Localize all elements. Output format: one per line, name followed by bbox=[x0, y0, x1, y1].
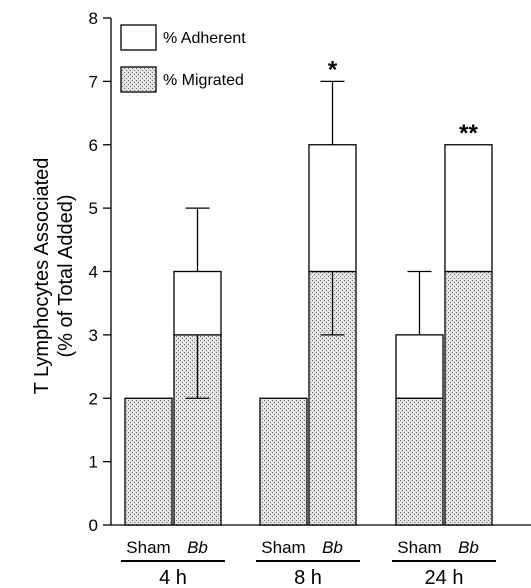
y-tick-label: 4 bbox=[89, 263, 98, 282]
y-axis-title: T Lymphocytes Associated (% of Total Add… bbox=[31, 158, 77, 395]
y-tick-label: 8 bbox=[89, 9, 98, 28]
significance-annotations: *** bbox=[328, 56, 479, 146]
bar-adherent bbox=[173, 270, 222, 336]
bar-category-label: Bb bbox=[187, 538, 208, 557]
legend-swatch bbox=[120, 66, 157, 93]
y-tick-label: 1 bbox=[89, 453, 98, 472]
bar-migrated bbox=[124, 397, 173, 526]
group-label: 24 h bbox=[425, 567, 464, 588]
group-label: 8 h bbox=[294, 567, 322, 588]
legend: % Adherent % Migrated bbox=[120, 24, 246, 93]
y-tick-label: 3 bbox=[89, 326, 98, 345]
bar-category-label: Sham bbox=[126, 538, 170, 557]
error-bars bbox=[185, 80, 432, 399]
y-tick-label: 2 bbox=[89, 389, 98, 408]
y-tick-label: 0 bbox=[89, 516, 98, 535]
bar-category-label: Bb bbox=[458, 538, 479, 557]
bars bbox=[124, 144, 493, 526]
bar-category-label: Sham bbox=[261, 538, 305, 557]
bar-migrated bbox=[444, 270, 493, 526]
bar-migrated bbox=[395, 397, 444, 526]
y-axis-title-line-1: T Lymphocytes Associated bbox=[31, 158, 53, 395]
legend-swatch bbox=[120, 24, 157, 51]
bar-migrated bbox=[259, 397, 308, 526]
legend-label: % Adherent bbox=[163, 30, 246, 47]
bar-category-label: Bb bbox=[322, 538, 343, 557]
y-tick-label: 5 bbox=[89, 199, 98, 218]
group-label: 4 h bbox=[159, 567, 187, 588]
bar-adherent bbox=[444, 144, 493, 273]
significance-marker: ** bbox=[459, 120, 478, 147]
bar-category-label: Sham bbox=[397, 538, 441, 557]
y-axis-title-line-2: (% of Total Added) bbox=[55, 194, 77, 357]
y-tick-label: 7 bbox=[89, 72, 98, 91]
bar-adherent bbox=[308, 144, 357, 273]
legend-label: % Migrated bbox=[163, 72, 244, 89]
significance-marker: * bbox=[328, 56, 338, 83]
bar-adherent bbox=[395, 334, 444, 399]
y-tick-label: 6 bbox=[89, 136, 98, 155]
